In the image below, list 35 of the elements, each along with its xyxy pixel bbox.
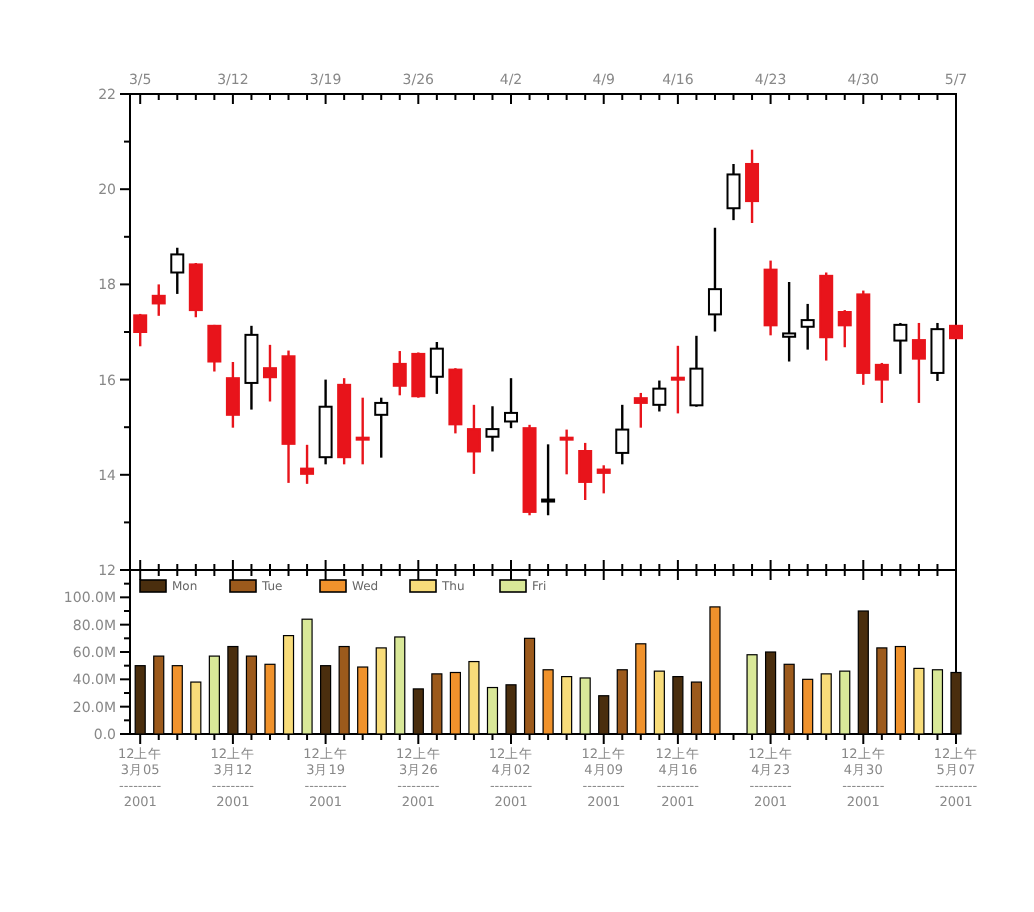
candlestick bbox=[652, 379, 667, 413]
candlestick bbox=[559, 428, 574, 476]
candlestick bbox=[355, 396, 370, 466]
candlestick bbox=[874, 361, 889, 405]
candlestick bbox=[541, 443, 556, 517]
candlestick bbox=[262, 343, 277, 403]
candlestick bbox=[300, 443, 315, 486]
candlestick bbox=[745, 148, 760, 225]
candlestick bbox=[411, 351, 426, 399]
candlestick bbox=[170, 246, 185, 296]
candlestick bbox=[596, 464, 611, 495]
candlestick bbox=[800, 302, 815, 351]
candlestick bbox=[485, 405, 500, 453]
candlestick bbox=[707, 226, 722, 333]
candlestick bbox=[633, 391, 648, 429]
candlestick bbox=[670, 344, 685, 415]
candlestick bbox=[374, 396, 389, 459]
candlestick bbox=[615, 403, 630, 466]
candlestick bbox=[689, 334, 704, 408]
candlestick bbox=[466, 403, 481, 476]
candlestick bbox=[782, 280, 797, 363]
candlestick bbox=[429, 340, 444, 396]
candlestick bbox=[578, 441, 593, 502]
candlestick bbox=[392, 349, 407, 397]
candlestick bbox=[151, 283, 166, 318]
candlestick bbox=[225, 360, 240, 429]
candlestick bbox=[188, 261, 203, 319]
candlestick bbox=[726, 162, 741, 222]
candlestick bbox=[133, 312, 148, 348]
candlestick bbox=[930, 321, 945, 383]
candlestick bbox=[504, 376, 519, 430]
candlestick bbox=[837, 308, 852, 349]
candlestick bbox=[893, 321, 908, 376]
candlestick bbox=[207, 323, 222, 373]
candlestick bbox=[911, 321, 926, 405]
